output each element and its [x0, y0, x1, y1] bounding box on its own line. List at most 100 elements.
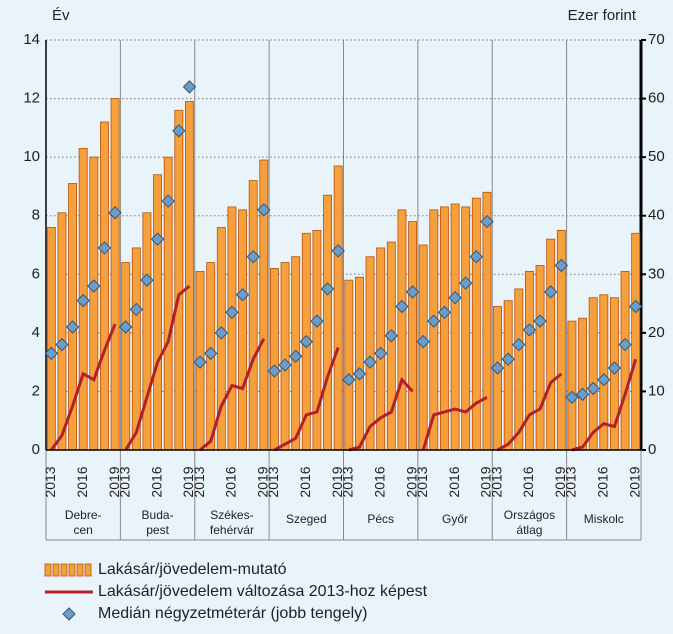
diamond-marker: [214, 326, 229, 340]
bar: [238, 209, 247, 451]
bar: [227, 206, 237, 451]
year-label: 2019: [552, 466, 568, 497]
group-label: pest: [146, 523, 169, 537]
diamond-marker: [288, 349, 303, 363]
year-label: 2019: [180, 466, 196, 497]
change-line: [273, 346, 340, 452]
bar: [142, 212, 152, 451]
y2-tick-label: 20: [648, 324, 665, 341]
year-label: 2016: [74, 466, 90, 497]
diamond-marker: [182, 80, 197, 94]
year-label: 2016: [595, 466, 611, 497]
y2-tick-label: 0: [648, 441, 656, 458]
year-label: 2013: [488, 466, 504, 497]
diamond-marker: [373, 346, 388, 361]
bar: [354, 276, 364, 451]
diamond-marker: [575, 387, 590, 402]
bar: [153, 174, 162, 451]
year-label: 2016: [148, 466, 164, 497]
change-line: [421, 395, 488, 451]
bar: [631, 232, 641, 451]
bar: [280, 262, 290, 451]
diamond-marker: [458, 276, 473, 290]
legend-swatch: [44, 563, 52, 577]
diamond-marker: [172, 124, 186, 138]
diamond-marker: [55, 337, 69, 352]
change-line: [50, 323, 117, 451]
diamond-marker: [554, 258, 569, 273]
diamond-marker: [543, 285, 558, 299]
bar: [588, 297, 598, 451]
legend-swatch: [84, 563, 92, 577]
bar: [333, 165, 343, 451]
year-label: 2019: [626, 466, 642, 497]
diamond-marker: [203, 346, 218, 361]
group-label: cen: [74, 523, 93, 537]
diamond-marker: [235, 288, 250, 302]
bar: [386, 241, 396, 451]
diamond-marker: [246, 250, 260, 264]
change-line: [496, 372, 563, 452]
diamond-marker: [44, 346, 59, 361]
y-tick-label: 12: [23, 90, 40, 107]
diamond-marker: [342, 373, 356, 387]
legend-label: Lakásár/jövedelem változása 2013-hoz kép…: [98, 583, 428, 600]
bar: [546, 238, 556, 451]
group-label: Debre-: [65, 508, 102, 522]
bar: [121, 262, 131, 451]
y2-tick-label: 50: [648, 148, 665, 165]
legend-swatch: [62, 607, 76, 621]
year-label: 2013: [191, 466, 207, 497]
year-label: 2013: [340, 466, 356, 497]
year-label: 2016: [446, 466, 462, 497]
diamond-marker: [405, 285, 420, 299]
diamond-marker: [565, 390, 579, 404]
diamond-marker: [299, 334, 314, 349]
diamond-marker: [129, 302, 144, 317]
diamond-marker: [490, 361, 505, 375]
diamond-marker: [501, 352, 515, 366]
y2-tick-label: 30: [648, 265, 665, 282]
y-tick-label: 8: [32, 207, 40, 224]
y-tick-label: 4: [32, 324, 40, 341]
bar: [450, 203, 460, 451]
year-label: 2019: [106, 466, 122, 497]
diamond-marker: [628, 299, 643, 314]
change-line: [571, 358, 638, 452]
bar: [493, 306, 502, 451]
diamond-marker: [512, 337, 526, 352]
diamond-marker: [257, 203, 271, 217]
legend-swatch: [76, 563, 84, 577]
diamond-marker: [586, 381, 600, 396]
y2-tick-label: 40: [648, 207, 665, 224]
diamond-marker: [480, 214, 494, 229]
group-label: Szeged: [286, 512, 327, 526]
group-label: Buda-: [142, 508, 174, 522]
bar: [620, 270, 630, 451]
bar: [578, 317, 588, 451]
bar: [184, 101, 194, 451]
diamond-marker: [469, 250, 484, 264]
year-label: 2013: [265, 466, 281, 497]
bar: [535, 265, 545, 451]
diamond-marker: [448, 291, 462, 305]
diamond-marker: [87, 279, 101, 293]
year-label: 2016: [371, 466, 387, 497]
diamond-marker: [108, 206, 122, 220]
year-label: 2019: [329, 466, 345, 497]
group-label: átlag: [516, 523, 542, 537]
bar: [110, 98, 120, 451]
y-axis-label: Év: [52, 7, 70, 24]
bar: [471, 197, 481, 451]
year-label: 2016: [223, 466, 239, 497]
diamond-marker: [395, 299, 409, 314]
diamond-marker: [618, 337, 632, 352]
year-label: 2016: [520, 466, 536, 497]
y2-tick-label: 60: [648, 90, 665, 107]
diamond-marker: [437, 305, 452, 320]
bar: [525, 270, 534, 451]
group-label: Székes-: [210, 508, 253, 522]
y-tick-label: 10: [23, 148, 40, 165]
diamond-marker: [118, 320, 133, 334]
